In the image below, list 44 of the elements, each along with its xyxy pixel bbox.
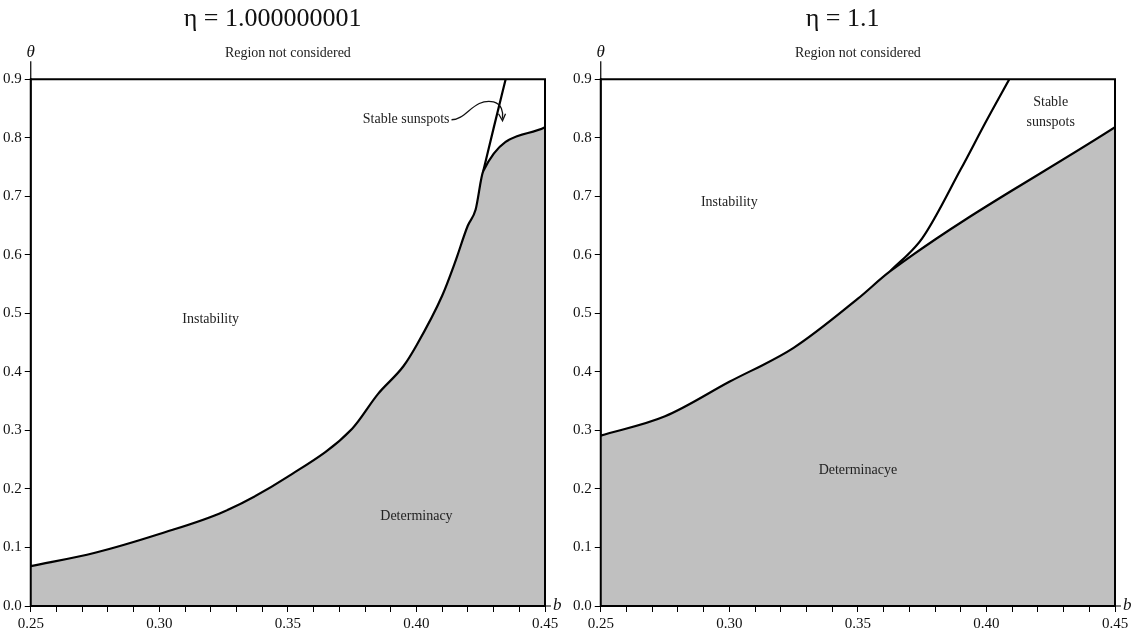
annotation: Stable sunspots [362, 111, 450, 127]
annotation: Stable sunspots [1026, 94, 1075, 130]
y-tick-label: 0.1 [573, 538, 592, 555]
y-tick-label: 0.6 [573, 245, 593, 262]
x-tick-label: 0.25 [587, 614, 614, 631]
y-tick-label: 0.3 [3, 421, 22, 438]
y-tick-label: 0.6 [3, 245, 23, 262]
x-tick-label: 0.30 [146, 614, 173, 631]
x-tick-label: 0.45 [531, 614, 559, 631]
y-tick-label: 0.4 [3, 362, 23, 379]
x-tick-label: 0.35 [844, 614, 871, 631]
y-tick-label: 0.7 [573, 187, 593, 204]
x-tick-label: 0.45 [1101, 614, 1129, 631]
y-tick-label: 0.7 [3, 187, 23, 204]
x-tick-label: 0.40 [403, 614, 430, 631]
y-tick-label: 0.2 [573, 479, 592, 496]
y-tick-label: 0.8 [573, 128, 592, 145]
y-tick-label: 0.4 [573, 362, 593, 379]
annotation: Determinacy [380, 508, 453, 524]
x-tick-label: 0.35 [274, 614, 301, 631]
y-tick-label: 0.5 [573, 304, 592, 321]
y-tick-label: 0.5 [3, 304, 22, 321]
y-axis-title: θ [26, 42, 35, 62]
x-tick-label: 0.40 [973, 614, 1000, 631]
y-tick-label: 0.9 [3, 70, 22, 87]
y-tick-label: 0.0 [573, 596, 592, 613]
chart-title: η = 1.000000001 [183, 3, 362, 33]
text: Region not considered [794, 44, 921, 60]
annotation: Instability [182, 311, 240, 327]
x-axis-title: b [553, 595, 562, 615]
y-tick-label: 0.9 [573, 70, 592, 87]
x-tick-label: 0.30 [716, 614, 743, 631]
x-tick-label: 0.25 [17, 614, 44, 631]
y-tick-label: 0.3 [573, 421, 592, 438]
y-axis-title: θ [596, 42, 605, 62]
y-tick-label: 0.1 [3, 538, 22, 555]
y-tick-label: 0.2 [3, 479, 22, 496]
chart-title: η = 1.1 [805, 3, 880, 33]
x-axis-title: b [1123, 595, 1132, 615]
annotation: Instability [700, 193, 758, 209]
y-tick-label: 0.0 [3, 596, 22, 613]
annotation: Determinacye [818, 461, 898, 477]
text: Region not considered [224, 44, 351, 60]
y-tick-label: 0.8 [3, 128, 22, 145]
